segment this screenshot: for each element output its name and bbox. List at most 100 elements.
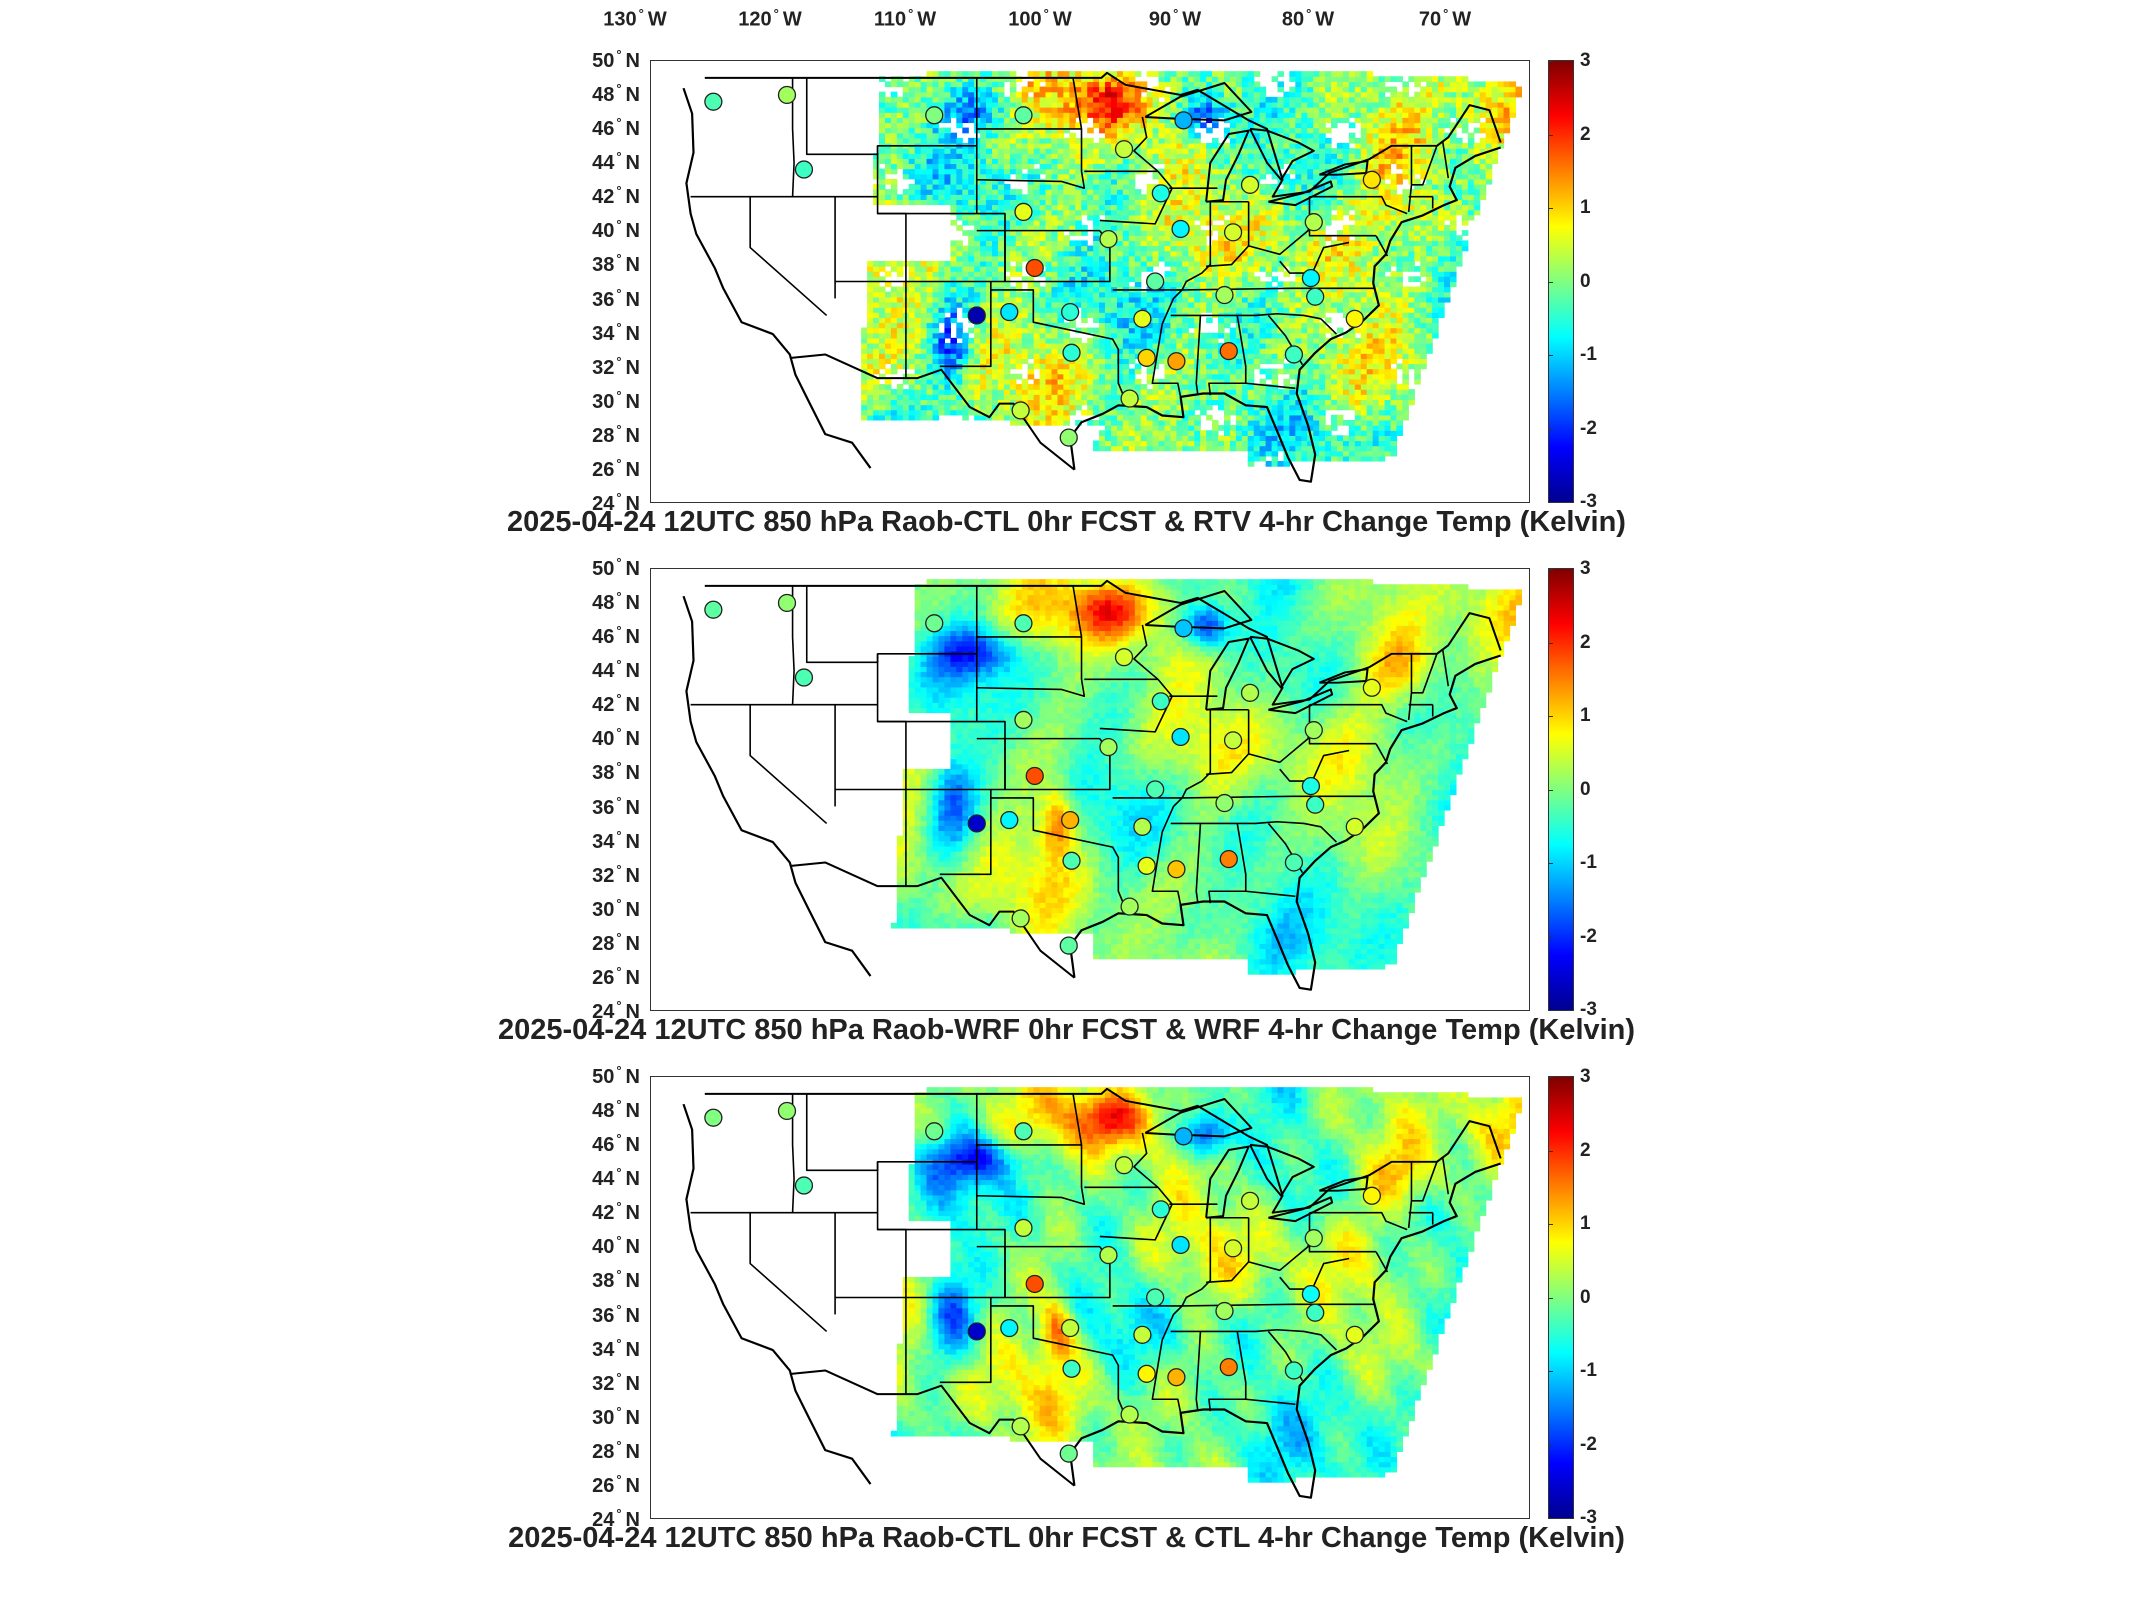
raob-station-marker bbox=[1219, 341, 1238, 361]
colorbar-tick-mark bbox=[1548, 716, 1553, 717]
state-boundary bbox=[1206, 201, 1250, 268]
colorbar-tick-mark bbox=[1548, 1444, 1553, 1446]
latitude-label: 44 ° N bbox=[570, 657, 640, 683]
west-coastline bbox=[682, 595, 872, 977]
great-lake-outline bbox=[1205, 637, 1250, 711]
east-gulf-coastline bbox=[1069, 146, 1502, 483]
state-boundary bbox=[1195, 315, 1202, 394]
east-gulf-coastline bbox=[1069, 1162, 1502, 1499]
state-boundary bbox=[1195, 1331, 1202, 1410]
latitude-label: 44 ° N bbox=[570, 149, 640, 175]
state-boundary bbox=[1411, 145, 1438, 186]
raob-station-marker bbox=[1133, 309, 1152, 328]
longitude-axis: 130 ° W 120 ° W 110 ° W 100 ° W 90 ° W 80 ° W 70 ° W bbox=[0, 0, 2133, 50]
latitude-label: 36 ° N bbox=[570, 1302, 640, 1328]
raob-station-marker bbox=[1099, 737, 1118, 757]
great-lake-outline bbox=[1249, 1143, 1315, 1197]
raob-station-marker bbox=[1306, 1303, 1325, 1322]
state-boundary bbox=[939, 789, 992, 876]
state-boundary bbox=[1099, 1186, 1173, 1241]
colorbar-tick-label: 3 bbox=[1580, 50, 1591, 72]
latitude-label: 28 ° N bbox=[570, 1438, 640, 1464]
state-boundary bbox=[1441, 140, 1450, 179]
longitude-label: 110 ° W bbox=[874, 6, 936, 32]
state-boundary bbox=[990, 1305, 1127, 1417]
raob-station-marker bbox=[1061, 302, 1080, 322]
raob-station-marker bbox=[1025, 258, 1044, 278]
map-panel-3: 50 ° N 48 ° N 46 ° N 44 ° N 42 ° N 40 ° N 38 ° N 36 ° N 34 ° N 32 ° N… bbox=[0, 1063, 2133, 1578]
raob-station-marker bbox=[1304, 721, 1323, 740]
latitude-label: 46 ° N bbox=[570, 623, 640, 649]
state-boundary bbox=[1308, 196, 1377, 237]
latitude-label: 30 ° N bbox=[570, 1404, 640, 1430]
state-boundary bbox=[749, 704, 828, 825]
latitude-label: 46 ° N bbox=[570, 1131, 640, 1157]
map-panel-2: 50 ° N 48 ° N 46 ° N 44 ° N 42 ° N 40 ° N 38 ° N 36 ° N 34 ° N 32 ° N… bbox=[0, 555, 2133, 1070]
latitude-label: 28 ° N bbox=[570, 422, 640, 448]
raob-station-marker bbox=[1345, 817, 1364, 836]
latitude-label: 34 ° N bbox=[570, 828, 640, 854]
raob-station-marker bbox=[704, 92, 723, 111]
raob-station-marker bbox=[1304, 1229, 1323, 1248]
state-boundary bbox=[1133, 116, 1159, 172]
latitude-label: 40 ° N bbox=[570, 218, 640, 244]
great-lake-outline bbox=[1319, 1176, 1369, 1192]
colorbar-tick-label: 0 bbox=[1580, 779, 1591, 801]
raob-station-marker bbox=[925, 1122, 944, 1141]
great-lake-outline bbox=[1249, 635, 1315, 689]
state-boundary bbox=[1245, 890, 1296, 898]
raob-stations bbox=[704, 593, 1381, 955]
raob-station-marker bbox=[1223, 223, 1243, 242]
raob-station-marker bbox=[1137, 348, 1156, 367]
latitude-label: 48 ° N bbox=[570, 1097, 640, 1123]
east-gulf-coastline bbox=[1069, 654, 1502, 991]
great-lake-outline bbox=[1319, 160, 1369, 176]
raob-station-marker bbox=[1215, 793, 1234, 813]
colorbar-tick-label: -2 bbox=[1580, 926, 1597, 948]
raob-station-marker bbox=[1362, 678, 1381, 697]
raob-station-marker bbox=[1146, 780, 1165, 799]
colorbar-tick-mark bbox=[1548, 863, 1553, 864]
temperature-change-field bbox=[890, 579, 1522, 975]
temperature-change-map bbox=[650, 60, 1530, 503]
map-canvas bbox=[682, 71, 1522, 483]
colorbar-tick-mark bbox=[1548, 789, 1553, 791]
latitude-label: 42 ° N bbox=[570, 691, 640, 717]
temperature-change-map bbox=[650, 568, 1530, 1011]
raob-station-marker bbox=[1146, 272, 1165, 291]
colorbar-tick-label: 2 bbox=[1580, 1140, 1591, 1162]
state-boundary bbox=[805, 1093, 977, 1172]
raob-station-marker bbox=[925, 106, 944, 125]
west-coastline bbox=[682, 87, 872, 469]
raob-station-marker bbox=[1059, 428, 1078, 447]
raob-station-marker bbox=[1133, 817, 1152, 836]
latitude-label: 40 ° N bbox=[570, 1234, 640, 1260]
raob-station-marker bbox=[1171, 727, 1190, 747]
map-canvas bbox=[682, 1087, 1522, 1499]
raob-station-marker bbox=[794, 668, 814, 687]
latitude-label: 38 ° N bbox=[570, 252, 640, 278]
canada-border bbox=[704, 1087, 1502, 1214]
state-boundary bbox=[1133, 624, 1159, 680]
latitude-label: 30 ° N bbox=[570, 896, 640, 922]
great-lake-outline bbox=[1249, 127, 1315, 181]
longitude-label: 80 ° W bbox=[1282, 6, 1334, 32]
latitude-label: 50 ° N bbox=[570, 1063, 640, 1089]
raob-station-marker bbox=[1011, 1417, 1030, 1436]
latitude-label: 36 ° N bbox=[570, 286, 640, 312]
raob-station-marker bbox=[1059, 936, 1078, 955]
state-boundary bbox=[1308, 704, 1377, 745]
latitude-label: 24 ° N bbox=[570, 1506, 640, 1532]
latitude-label: 36 ° N bbox=[570, 794, 640, 820]
state-boundary bbox=[1151, 1217, 1212, 1414]
map-outlines bbox=[682, 71, 1502, 483]
colorbar-tick-mark bbox=[1548, 61, 1553, 62]
latitude-label: 32 ° N bbox=[570, 354, 640, 380]
colorbar-tick-mark bbox=[1548, 281, 1553, 283]
colorbar-tick-mark bbox=[1548, 428, 1553, 430]
longitude-label: 130 ° W bbox=[603, 6, 666, 32]
latitude-label: 28 ° N bbox=[570, 930, 640, 956]
colorbar-tick-label: 3 bbox=[1580, 558, 1591, 580]
raob-station-marker bbox=[1137, 1364, 1156, 1383]
colorbar-tick-label: -1 bbox=[1580, 344, 1597, 366]
